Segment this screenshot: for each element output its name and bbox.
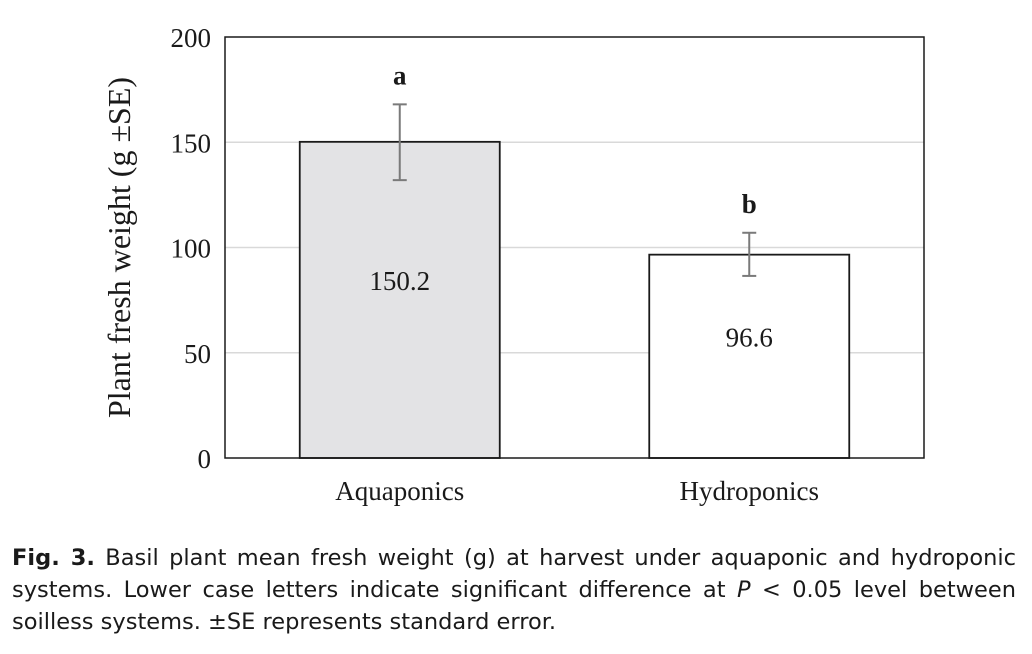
y-axis-title: Plant fresh weight (g ±SE) xyxy=(101,77,137,418)
caption-text-part-2: < 0.05 level between soilless systems. ±… xyxy=(12,577,1016,635)
y-tick-label: 150 xyxy=(171,128,212,158)
bars xyxy=(298,140,851,459)
data-labels: a 150.2 Aquaponics b 96.6 Hydroponics xyxy=(335,60,819,506)
y-axis-ticks: 0 50 100 150 200 xyxy=(171,23,212,474)
x-category-label: Hydroponics xyxy=(680,476,819,506)
significance-letter: b xyxy=(742,189,757,219)
y-tick-label: 200 xyxy=(171,23,212,53)
y-tick-label: 0 xyxy=(198,444,212,474)
bar-hydroponics xyxy=(648,253,851,459)
caption-p-symbol: P xyxy=(736,577,751,603)
figure-caption: Fig. 3. Basil plant mean fresh weight (g… xyxy=(12,542,1016,638)
caption-figure-label: Fig. 3. xyxy=(12,545,95,571)
caption-text-part-1: Basil plant mean fresh weight (g) at har… xyxy=(12,545,1016,603)
significance-letter: a xyxy=(393,60,407,90)
x-category-label: Aquaponics xyxy=(335,476,464,506)
y-tick-label: 100 xyxy=(171,234,212,264)
bar-value-label: 150.2 xyxy=(369,266,430,296)
bar-value-label: 96.6 xyxy=(726,322,773,352)
bar-aquaponics xyxy=(298,140,501,459)
plot-area-frame xyxy=(224,36,925,459)
error-bars xyxy=(392,103,757,277)
y-tick-label: 50 xyxy=(184,339,211,369)
bar-chart: 0 50 100 150 200 a 150.2 Aquaponics b 96.6 Hydrop… xyxy=(101,23,925,506)
